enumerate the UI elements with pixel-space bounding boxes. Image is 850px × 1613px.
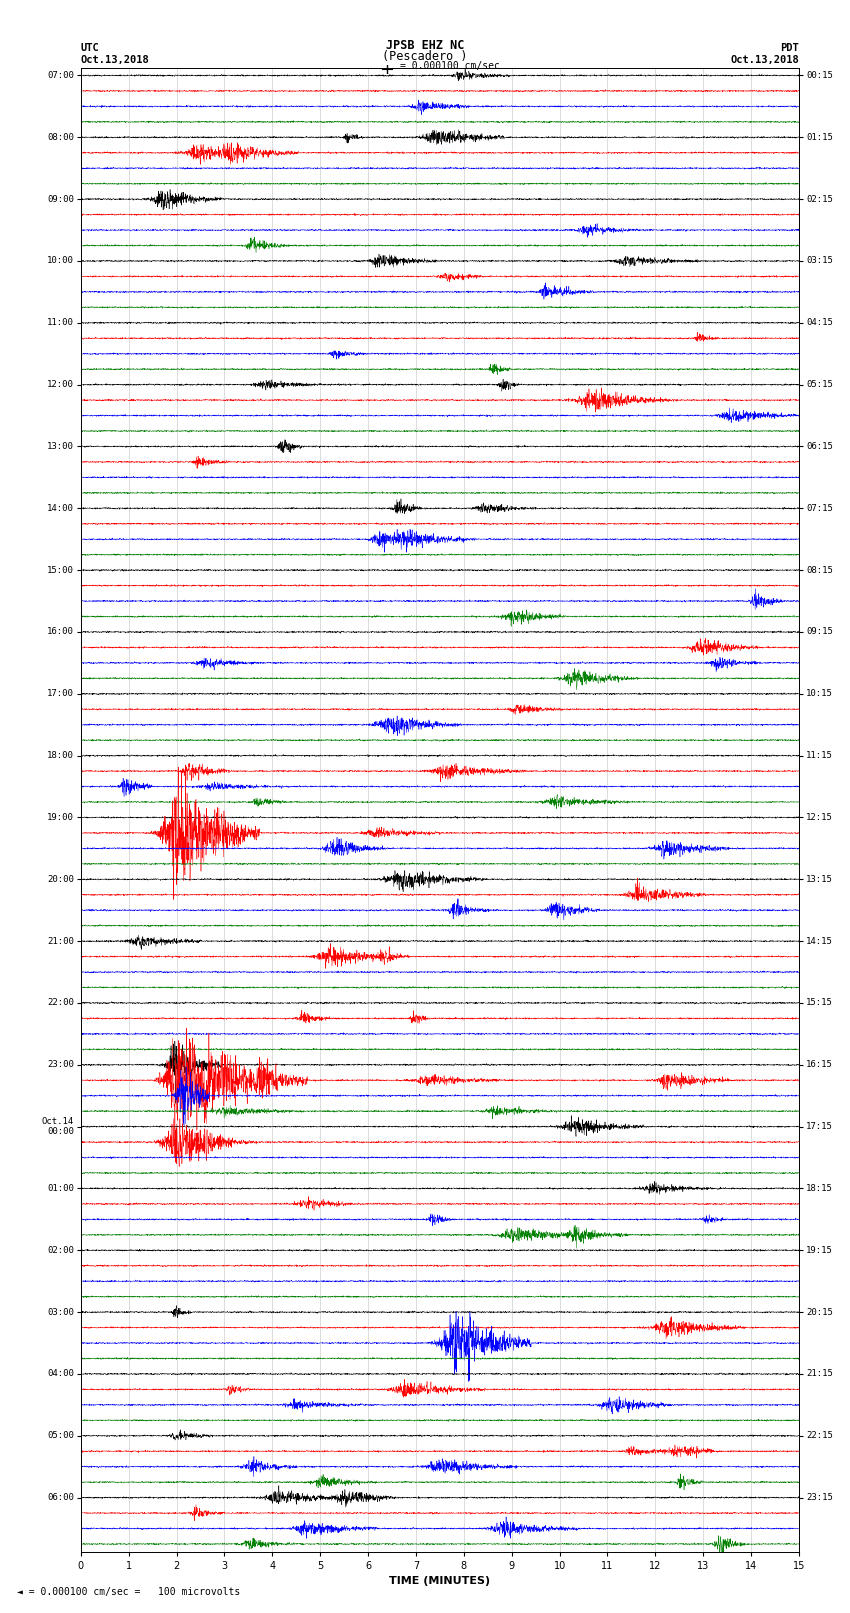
- Text: Oct.13,2018: Oct.13,2018: [730, 55, 799, 65]
- Text: Oct.13,2018: Oct.13,2018: [81, 55, 150, 65]
- Text: JPSB EHZ NC: JPSB EHZ NC: [386, 39, 464, 52]
- Text: = 0.000100 cm/sec: = 0.000100 cm/sec: [400, 61, 499, 71]
- Text: (Pescadero ): (Pescadero ): [382, 50, 468, 63]
- Text: UTC: UTC: [81, 44, 99, 53]
- X-axis label: TIME (MINUTES): TIME (MINUTES): [389, 1576, 490, 1586]
- Text: PDT: PDT: [780, 44, 799, 53]
- Text: ◄ = 0.000100 cm/sec =   100 microvolts: ◄ = 0.000100 cm/sec = 100 microvolts: [17, 1587, 241, 1597]
